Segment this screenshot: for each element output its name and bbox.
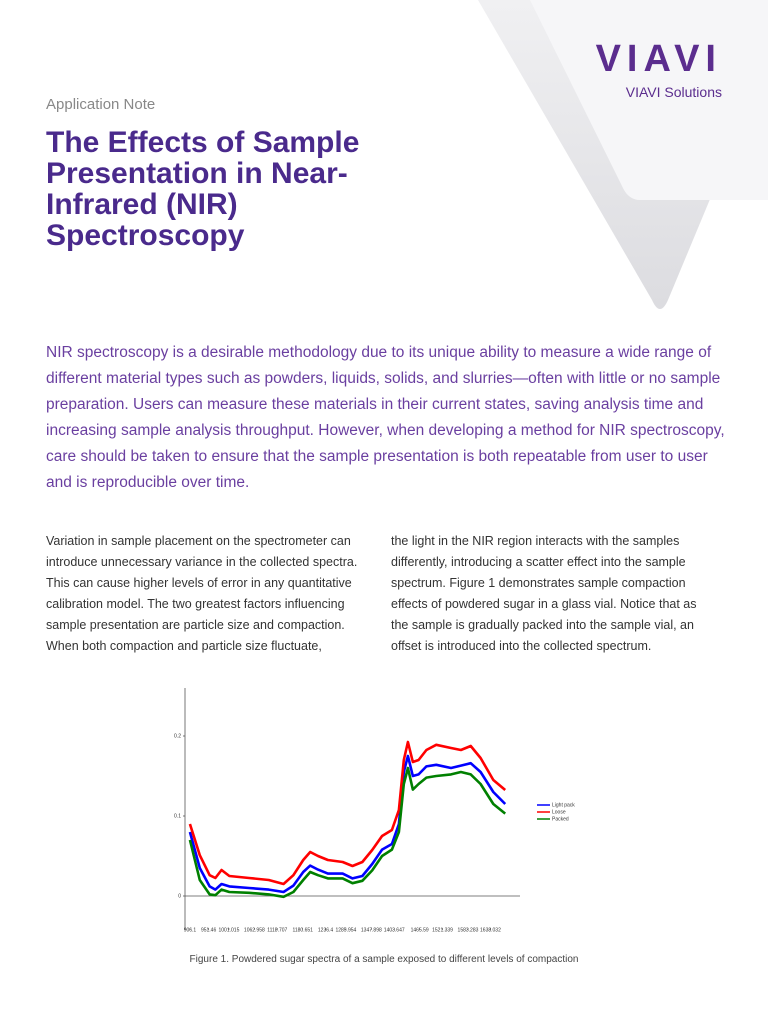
x-tick-label: 951.46 [201, 927, 217, 933]
decor-panel [530, 0, 768, 200]
line [188, 740, 507, 886]
line [188, 766, 507, 899]
x-tick-label: 1403.647 [384, 927, 405, 933]
x-tick-label: 1583.283 [458, 927, 479, 933]
doc-label: Application Note [46, 96, 156, 113]
y-tick-label: 0.2 [174, 733, 181, 739]
x-tick-label: 1118.707 [267, 927, 287, 933]
legend-label: Light pack [552, 802, 575, 808]
x-tick-label: 1062.958 [244, 927, 265, 933]
title: The Effects of Sample Presentation in Ne… [46, 126, 360, 252]
x-tick-label: 1236.4 [318, 927, 334, 933]
caption: Figure 1. Powdered sugar spectra of a sa… [189, 954, 579, 965]
y-tick-label: 0 [178, 893, 181, 899]
intro: NIR spectroscopy is a desirable methodol… [46, 344, 725, 491]
x-tick-label: 1285.954 [335, 927, 356, 933]
body-text: the light in the NIR region interacts wi… [391, 534, 697, 653]
x-tick-label: 1465.59 [411, 927, 429, 933]
x-tick-label: 1521.339 [432, 927, 453, 933]
logo: VIAVI [595, 38, 722, 80]
x-tick-label: 906.1 [184, 927, 197, 933]
x-tick-label: 1638.032 [480, 927, 501, 933]
company: VIAVI Solutions [625, 84, 722, 100]
y-tick-label: 0.1 [174, 813, 181, 819]
legend-label: Loose [552, 809, 566, 815]
line [188, 754, 507, 894]
body-text: Variation in sample placement on the spe… [46, 534, 358, 653]
x-tick-label: 1347.898 [361, 927, 382, 933]
legend-label: Packed [552, 816, 569, 822]
x-tick-label: 1180.651 [292, 927, 313, 933]
x-tick-label: 1001.015 [219, 927, 240, 933]
